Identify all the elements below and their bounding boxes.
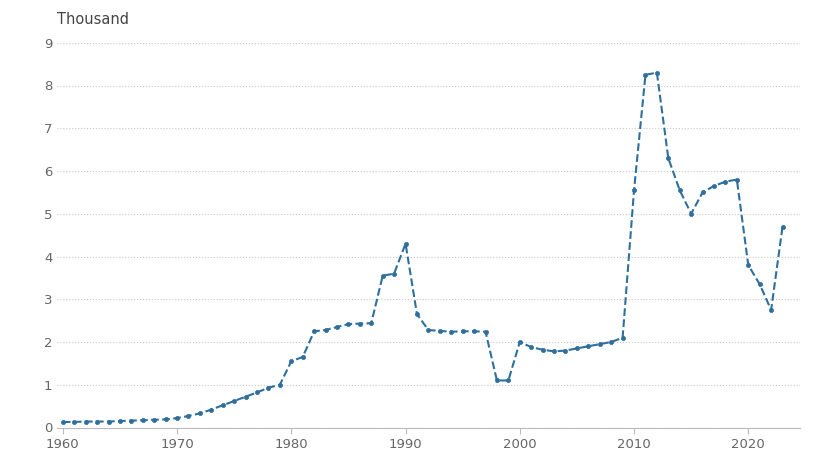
Text: Thousand: Thousand: [57, 12, 129, 28]
